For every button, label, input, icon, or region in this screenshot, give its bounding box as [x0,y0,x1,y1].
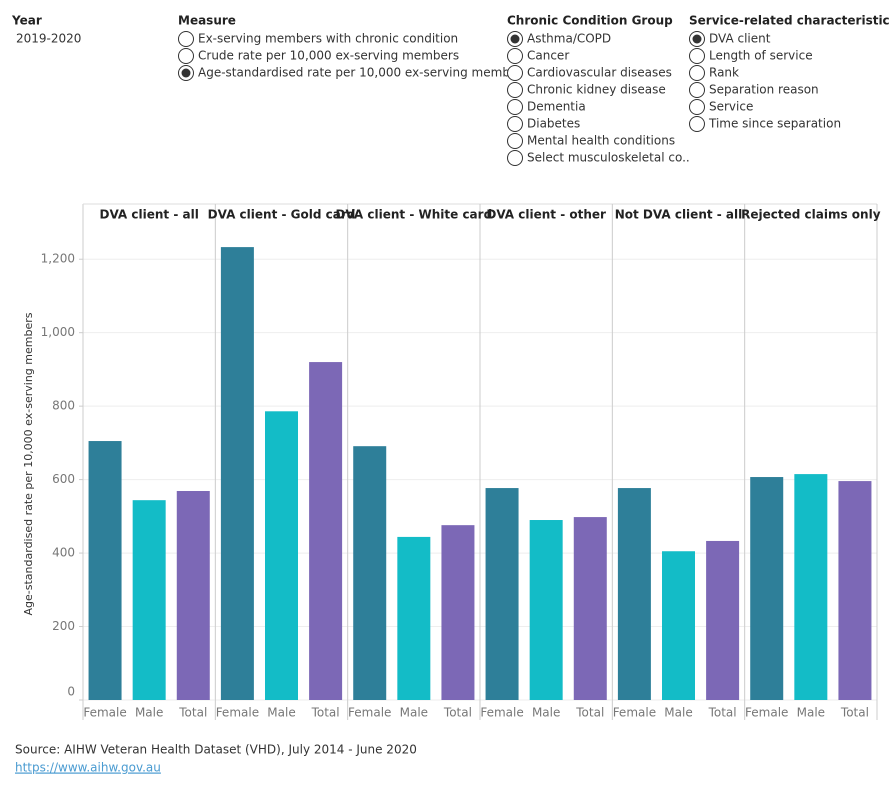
radio-button[interactable] [507,150,523,166]
x-tick-label: Female [613,706,656,720]
x-tick-label: Male [532,706,560,720]
radio-label[interactable]: Select musculoskeletal co.. [527,151,690,165]
radio-label[interactable]: Length of service [709,49,813,63]
radio-dot [181,68,191,78]
radio-label[interactable]: Cancer [527,49,569,63]
radio-button[interactable] [178,31,194,47]
radio-label[interactable]: Cardiovascular diseases [527,66,672,80]
filter-title: Year [11,14,42,28]
x-tick-label: Total [575,706,604,720]
bar [309,362,343,700]
radio-label[interactable]: Time since separation [708,117,841,131]
x-tick-label: Total [443,706,472,720]
x-tick-label: Female [348,706,391,720]
x-tick-label: Male [797,706,825,720]
x-tick-label: Female [745,706,788,720]
bar [750,477,784,700]
radio-label[interactable]: Diabetes [527,117,580,131]
y-tick-label: 400 [52,546,75,560]
radio-label[interactable]: Dementia [527,100,586,114]
filter-title: Chronic Condition Group [507,14,673,28]
bar [485,488,519,700]
x-tick-label: Total [840,706,869,720]
radio-button[interactable] [507,82,523,98]
panel-title: DVA client - all [100,208,199,222]
radio-button[interactable] [178,48,194,64]
radio-dot [692,34,702,44]
bar [88,441,122,700]
x-tick-label: Female [480,706,523,720]
x-tick-label: Female [83,706,126,720]
bar [573,517,607,700]
radio-label[interactable]: Age-standardised rate per 10,000 ex-serv… [198,66,518,80]
bar [706,540,740,700]
x-tick-label: Male [135,706,163,720]
x-tick-label: Total [311,706,340,720]
y-tick-label: 800 [52,399,75,413]
bar [441,525,475,700]
radio-button[interactable] [689,48,705,64]
panel-title: Rejected claims only [741,208,881,222]
x-tick-label: Total [708,706,737,720]
radio-button[interactable] [689,82,705,98]
bar [617,488,651,700]
source-note: Source: AIHW Veteran Health Dataset (VHD… [15,743,417,757]
bar [838,481,872,700]
y-tick-label: 200 [52,619,75,633]
bar [662,551,695,700]
y-tick-label: 1,000 [41,325,75,339]
radio-button[interactable] [507,99,523,115]
y-tick-label: 1,200 [41,252,75,266]
panel-title: Not DVA client - all [615,208,743,222]
radio-label[interactable]: Crude rate per 10,000 ex-serving members [198,49,459,63]
x-tick-label: Male [664,706,692,720]
link[interactable]: https://www.aihw.gov.au [15,761,161,775]
radio-label[interactable]: DVA client [709,32,771,46]
y-tick-label: 600 [52,472,75,486]
x-tick-label: Female [216,706,259,720]
panel-title: DVA client - Gold card [208,208,356,222]
radio-button[interactable] [507,65,523,81]
bar [176,490,210,700]
bar [265,411,298,700]
bar [529,520,563,700]
y-tick-label: 0 [67,685,75,699]
radio-label[interactable]: Ex-serving members with chronic conditio… [198,32,458,46]
radio-label[interactable]: Separation reason [709,83,819,97]
radio-button[interactable] [689,116,705,132]
radio-button[interactable] [689,65,705,81]
radio-dot [510,34,520,44]
radio-label[interactable]: Asthma/COPD [527,32,611,46]
radio-button[interactable] [689,99,705,115]
x-tick-label: Total [178,706,207,720]
filter-title: Service-related characteristic [689,14,890,28]
radio-label[interactable]: Service [709,100,753,114]
radio-button[interactable] [507,133,523,149]
bar [220,247,254,700]
radio-label[interactable]: Chronic kidney disease [527,83,666,97]
x-tick-label: Male [400,706,428,720]
radio-label[interactable]: Rank [709,66,739,80]
bar [353,446,387,700]
bar [132,500,166,700]
filter-value: 2019-2020 [16,32,81,46]
radio-button[interactable] [507,48,523,64]
radio-button[interactable] [507,116,523,132]
filter-title: Measure [178,14,236,28]
bar [794,474,828,700]
panel-title: DVA client - other [486,208,606,222]
x-tick-label: Male [267,706,295,720]
radio-label[interactable]: Mental health conditions [527,134,675,148]
y-axis-title: Age-standardised rate per 10,000 ex-serv… [22,312,35,615]
bar [397,536,431,700]
panel-title: DVA client - White card [336,208,493,222]
